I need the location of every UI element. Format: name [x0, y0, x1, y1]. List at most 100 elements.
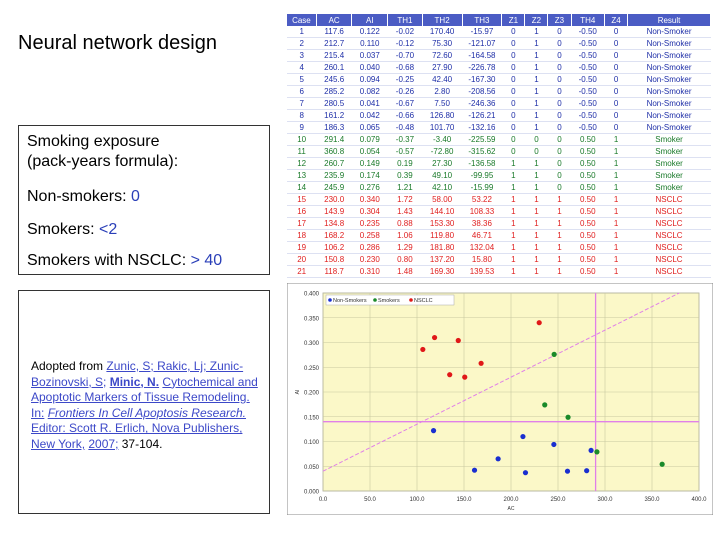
table-cell: 0: [604, 97, 628, 110]
citation-in-label[interactable]: In:: [31, 405, 45, 420]
table-cell: 1: [547, 205, 571, 218]
table-cell: 1: [501, 241, 525, 254]
table-cell: 0: [501, 26, 525, 38]
table-cell: -0.66: [387, 109, 423, 122]
table-cell: 0.50: [571, 145, 605, 158]
table-row: 13 235.9 0.174 0.39 49.10 -99.95 1 1 0 0.50 1 Smoke…: [287, 169, 711, 182]
column-header: Z2: [524, 14, 549, 26]
point-smokers: [565, 414, 571, 420]
table-cell: 0: [524, 145, 548, 158]
table-cell: 1: [604, 241, 628, 254]
table-row: 1 117.6 0.122 -0.02 170.40 -15.97 0 1 0 -0.50 0 Non…: [287, 26, 711, 38]
table-cell: 0: [501, 109, 525, 122]
citation-author-bold-link[interactable]: Minic, N.: [109, 374, 160, 389]
citation-authors-link[interactable]: Zunic, S; Rakic, Lj; Zunic-Bozinovski, S…: [31, 359, 244, 389]
point-non-smokers: [588, 447, 594, 454]
x-tick-label: 150.0: [456, 497, 472, 503]
table-cell: 75.30: [422, 37, 463, 50]
table-cell: 169.30: [422, 265, 463, 278]
table-cell: 126.80: [422, 109, 463, 122]
table-cell: 0: [604, 85, 628, 98]
legend-marker-non-smokers: [328, 298, 332, 302]
table-cell: -167.30: [462, 73, 502, 86]
table-cell: 0: [547, 109, 571, 122]
table-cell: 49.10: [422, 169, 463, 182]
table-cell: 3: [287, 49, 317, 62]
citation-year-link[interactable]: 2007;: [88, 436, 119, 451]
table-cell: 58.00: [422, 193, 463, 206]
table-cell: -208.56: [462, 85, 502, 98]
table-cell: 0.042: [351, 109, 388, 122]
result-cell: Smoker: [627, 169, 711, 182]
table-cell: -15.99: [462, 181, 502, 194]
table-cell: 0: [524, 133, 548, 146]
y-tick-label: 0.100: [304, 440, 320, 446]
y-tick-label: 0.250: [304, 366, 320, 372]
table-cell: 0.19: [387, 157, 423, 170]
table-cell: 0.122: [351, 26, 388, 38]
table-cell: -0.50: [571, 61, 605, 74]
table-cell: 19: [287, 241, 317, 254]
legend-marker-nsclc: [409, 298, 413, 302]
result-cell: NSCLC: [627, 217, 711, 230]
table-cell: 1: [524, 169, 548, 182]
table-cell: 1: [547, 193, 571, 206]
table-row: 14 245.9 0.276 1.21 42.10 -15.99 1 1 0 0.50 1 Smoke…: [287, 181, 711, 194]
exposure-heading-line2: (pack-years formula):: [27, 153, 179, 170]
citation-box: Adopted from Zunic, S; Rakic, Lj; Zunic-…: [18, 290, 270, 514]
table-cell: 0.50: [571, 265, 605, 278]
table-cell: 15: [287, 193, 317, 206]
result-cell: NSCLC: [627, 193, 711, 206]
smokers-value: <2: [99, 221, 118, 238]
table-cell: 1: [524, 121, 548, 134]
table-cell: -0.02: [387, 26, 423, 38]
table-cell: 0.235: [351, 217, 388, 230]
nonsmokers-criterion: Non-smokers: 0: [27, 188, 140, 206]
table-cell: 1: [524, 73, 548, 86]
table-row: 10 291.4 0.079 -0.37 -3.40 -225.59 0 0 0 0.50 1 Smo…: [287, 133, 711, 146]
table-cell: 1: [524, 181, 548, 194]
table-row: 16 143.9 0.304 1.43 144.10 108.33 1 1 1 0.50 1 NSCL…: [287, 205, 711, 218]
table-cell: 42.40: [422, 73, 463, 86]
table-cell: 0: [604, 121, 628, 134]
table-cell: 1: [604, 229, 628, 242]
legend-box: [325, 294, 455, 306]
table-row: 21 118.7 0.310 1.48 169.30 139.53 1 1 1 0.50 1 NSCL…: [287, 265, 711, 278]
smokers-label: Smokers:: [27, 221, 95, 238]
point-nsclc: [431, 334, 438, 341]
y-tick-label: 0.150: [304, 415, 320, 421]
y-axis-label: AI: [295, 390, 301, 395]
table-cell: 1: [604, 157, 628, 170]
citation-book-link[interactable]: Frontiers In Cell Apoptosis Research.: [47, 405, 246, 420]
point-nsclc: [420, 346, 426, 353]
table-cell: 106.2: [316, 241, 352, 254]
table-cell: 0: [501, 145, 525, 158]
citation-prefix: Adopted from: [31, 359, 104, 373]
table-cell: 0.50: [571, 241, 605, 254]
x-tick-label: 350.0: [644, 497, 660, 503]
table-cell: 134.8: [316, 217, 352, 230]
citation-publisher-link[interactable]: Editor: Scott R. Erlich, Nova Publishers…: [31, 421, 243, 451]
citation-chapter-link[interactable]: Cytochemical and Apoptotic Markers of Ti…: [31, 374, 258, 405]
column-header: TH4: [571, 14, 606, 26]
table-cell: -315.62: [462, 145, 502, 158]
table-cell: 0: [604, 73, 628, 86]
table-cell: 117.6: [316, 26, 352, 38]
table-cell: 0.094: [351, 73, 388, 86]
table-cell: 1: [501, 181, 525, 194]
table-cell: 1: [524, 193, 548, 206]
point-non-smokers: [522, 470, 529, 476]
table-cell: -99.95: [462, 169, 502, 182]
table-cell: 11: [287, 145, 317, 158]
table-cell: 53.22: [462, 193, 502, 206]
y-tick-label: 0.050: [304, 465, 320, 471]
table-cell: 150.8: [316, 253, 352, 266]
table-cell: 0.079: [351, 133, 388, 146]
y-tick-label: 0.350: [304, 316, 320, 322]
table-cell: -126.21: [462, 109, 502, 122]
table-cell: 132.04: [462, 241, 502, 254]
table-cell: 1.43: [387, 205, 423, 218]
table-cell: 0.50: [571, 253, 605, 266]
point-nsclc: [478, 360, 484, 366]
table-cell: 230.0: [316, 193, 352, 206]
